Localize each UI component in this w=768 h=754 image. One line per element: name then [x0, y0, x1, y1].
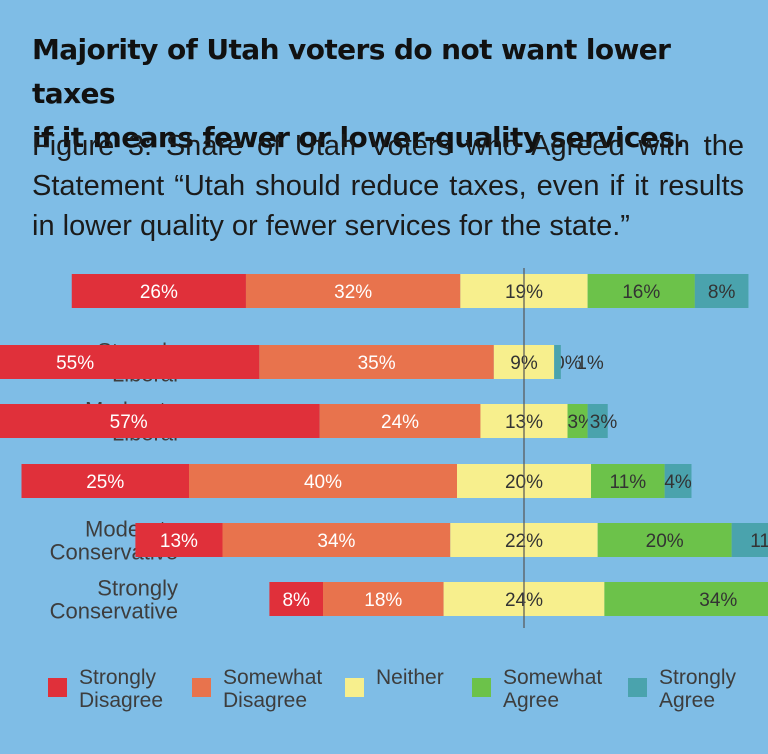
legend-label-strongly-agree: Strongly Agree: [659, 666, 737, 712]
data-label-strongly-liberal-strongly-agree: 1%: [576, 353, 604, 374]
bar-segment-all-voters-strongly-agree: [694, 274, 749, 308]
data-label-strongly-conservative-somewhat-disagree: 18%: [364, 590, 402, 611]
bar-segment-strongly-liberal-somewhat-disagree: [259, 345, 494, 379]
bar-segment-moderate-conservative-somewhat-disagree: [222, 523, 451, 557]
bar-segment-moderate-liberal-strongly-disagree: [0, 404, 320, 438]
data-label-moderate-strongly-disagree: 25%: [86, 472, 124, 493]
data-label-strongly-conservative-somewhat-agree: 34%: [699, 590, 737, 611]
data-label-moderate-somewhat-agree: 11%: [610, 472, 647, 493]
bar-segment-all-voters-strongly-disagree: [71, 274, 246, 308]
bar-segment-moderate-liberal-somewhat-agree: [567, 404, 588, 438]
data-label-moderate-liberal-strongly-agree: 3%: [590, 412, 618, 433]
legend-swatch-strongly-agree: [628, 678, 647, 697]
legend-swatch-neither: [345, 678, 364, 697]
bar-segment-strongly-liberal-strongly-agree: [554, 345, 561, 379]
bar-segment-strongly-conservative-strongly-disagree: [269, 582, 323, 616]
data-label-moderate-liberal-somewhat-disagree: 24%: [381, 412, 419, 433]
bar-segment-moderate-liberal-somewhat-disagree: [319, 404, 481, 438]
bar-segment-moderate-somewhat-agree: [591, 464, 665, 498]
legend-label-strongly-disagree: Strongly Disagree: [79, 666, 163, 712]
bar-segment-all-voters-somewhat-agree: [587, 274, 695, 308]
data-label-all-voters-somewhat-disagree: 32%: [334, 282, 372, 303]
data-label-all-voters-strongly-disagree: 26%: [140, 282, 178, 303]
bar-segment-moderate-strongly-disagree: [21, 464, 189, 498]
bar-segment-moderate-conservative-strongly-agree: [731, 523, 768, 557]
data-label-moderate-liberal-strongly-disagree: 57%: [110, 412, 148, 433]
bar-segment-moderate-conservative-strongly-disagree: [135, 523, 223, 557]
legend-label-neither: Neither: [376, 666, 444, 689]
data-label-strongly-conservative-strongly-disagree: 8%: [282, 590, 310, 611]
bar-segment-moderate-strongly-agree: [664, 464, 692, 498]
chart-headline: Majority of Utah voters do not want lowe…: [32, 33, 685, 154]
bar-segment-moderate-somewhat-disagree: [189, 464, 457, 498]
data-label-moderate-conservative-strongly-agree: 11%: [750, 531, 768, 552]
legend-label-somewhat-agree: Somewhat Agree: [503, 666, 602, 712]
data-label-moderate-strongly-agree: 4%: [664, 472, 692, 493]
bar-segment-strongly-conservative-somewhat-agree: [604, 582, 768, 616]
data-label-moderate-somewhat-disagree: 40%: [304, 472, 342, 493]
bar-segment-moderate-conservative-somewhat-agree: [597, 523, 732, 557]
data-label-strongly-liberal-somewhat-disagree: 35%: [358, 353, 396, 374]
data-label-moderate-conservative-strongly-disagree: 13%: [160, 531, 198, 552]
bar-segment-moderate-liberal-strongly-agree: [587, 404, 608, 438]
legend-label-somewhat-disagree: Somewhat Disagree: [223, 666, 322, 712]
data-label-moderate-conservative-somewhat-disagree: 34%: [317, 531, 355, 552]
data-label-all-voters-somewhat-agree: 16%: [622, 282, 660, 303]
bar-segment-strongly-liberal-strongly-disagree: [0, 345, 260, 379]
category-label-strongly-conservative: Strongly Conservative: [50, 576, 178, 624]
legend-swatch-strongly-disagree: [48, 678, 67, 697]
legend-swatch-somewhat-disagree: [192, 678, 211, 697]
legend-swatch-somewhat-agree: [472, 678, 491, 697]
data-label-strongly-liberal-somewhat-agree: 0%: [554, 353, 582, 374]
bar-segment-all-voters-somewhat-disagree: [245, 274, 461, 308]
data-label-strongly-liberal-strongly-disagree: 55%: [56, 353, 94, 374]
data-label-moderate-conservative-somewhat-agree: 20%: [646, 531, 684, 552]
bar-segment-strongly-conservative-somewhat-disagree: [323, 582, 444, 616]
chart-subtitle: Figure 3: Share of Utah Voters who Agree…: [32, 130, 744, 242]
data-label-all-voters-strongly-agree: 8%: [708, 282, 736, 303]
